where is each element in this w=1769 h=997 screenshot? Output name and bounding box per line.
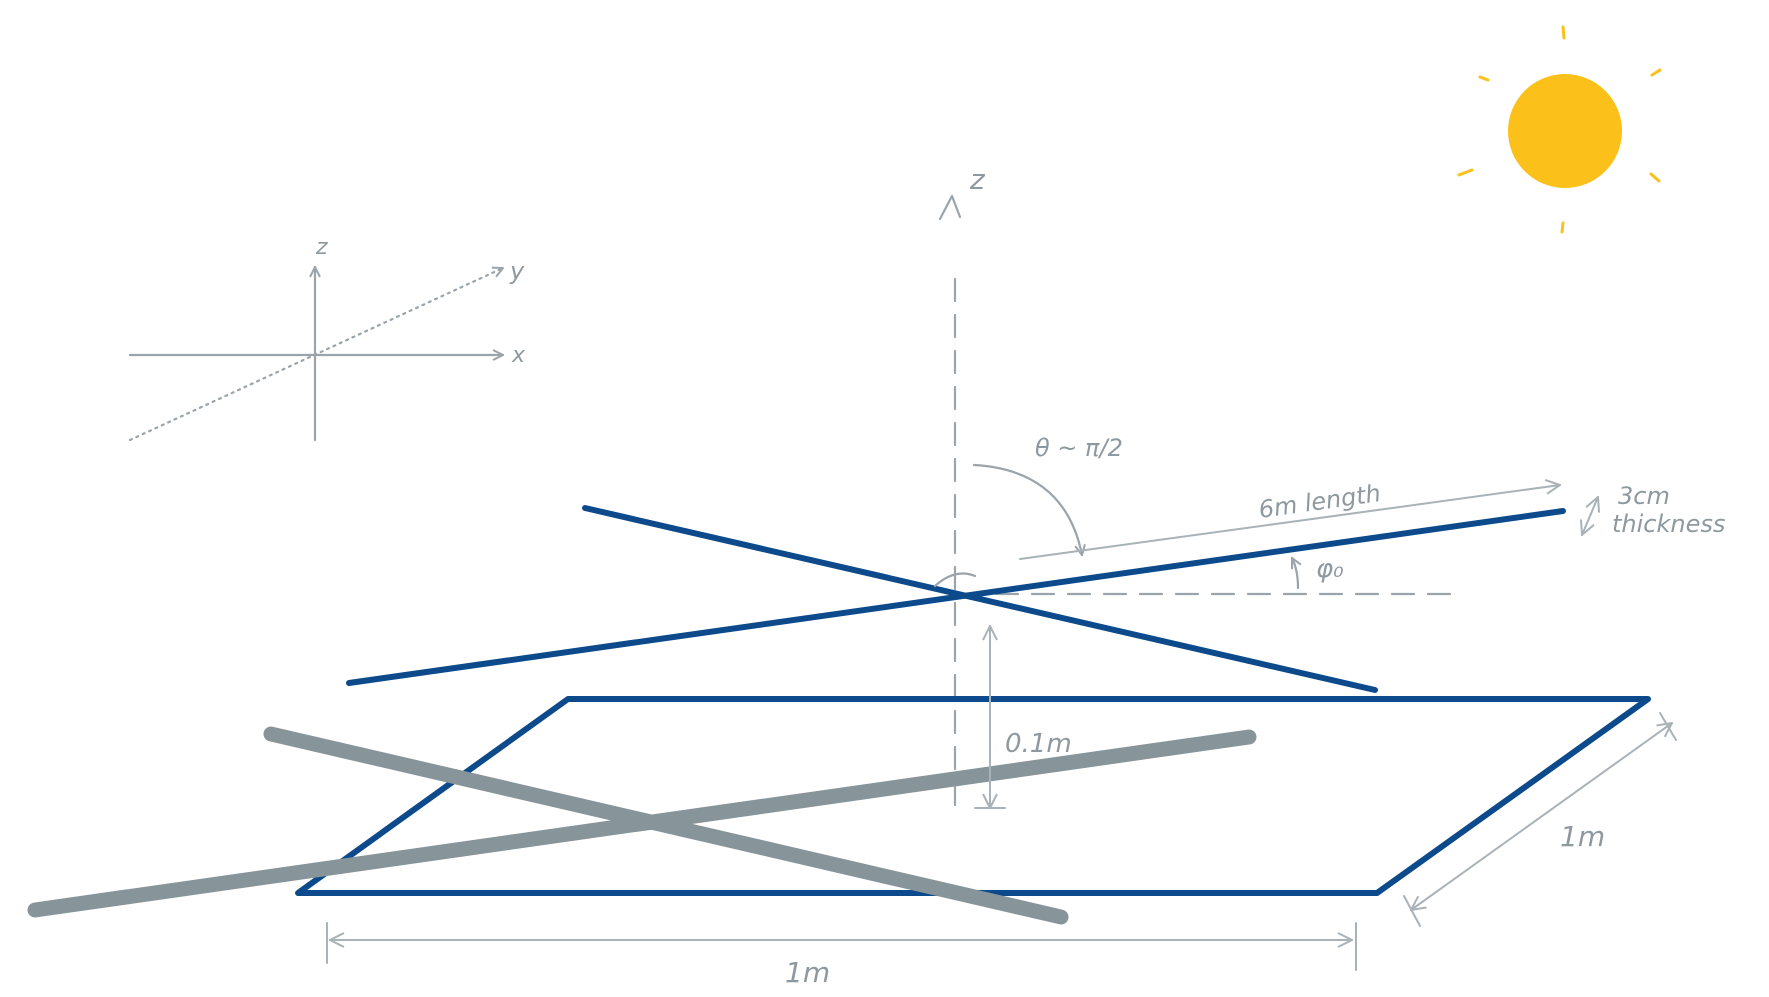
thickness-value-label: 3cm xyxy=(1618,482,1670,510)
depth-label: 1m xyxy=(1560,820,1605,853)
thickness-dimension-line xyxy=(1582,497,1598,535)
height-label: 0.1m xyxy=(1005,729,1072,759)
sun-ray xyxy=(1459,170,1472,175)
theta-arc xyxy=(974,465,1082,555)
depth-dimension-line xyxy=(1411,723,1672,910)
axes-y-label: y xyxy=(509,257,525,285)
main-z-label: z xyxy=(969,163,986,196)
theta-annotation: θ ~ π/2 xyxy=(974,434,1123,555)
sun-disc xyxy=(1508,74,1622,188)
main-z-arrowhead xyxy=(940,196,960,219)
axes-x-label: x xyxy=(511,343,526,368)
axes-z-label: z xyxy=(315,235,328,260)
main-z-axis: z xyxy=(940,163,986,805)
sun-ray xyxy=(1562,223,1563,232)
depth-tick-bottom xyxy=(1404,896,1420,926)
height-annotation: 0.1m xyxy=(975,626,1072,808)
sun-ray xyxy=(1480,77,1488,80)
phi-arrow xyxy=(1292,558,1298,588)
width-dimension: 1m xyxy=(327,923,1356,989)
reference-axes: z y x xyxy=(130,235,526,440)
phi-annotation: φ₀ xyxy=(1292,554,1344,588)
ground-panel-outline xyxy=(298,699,1648,893)
sun-ray xyxy=(1563,27,1564,38)
depth-dimension: 1m xyxy=(1404,713,1676,926)
sun-icon xyxy=(1459,27,1660,232)
sun-ray xyxy=(1651,174,1659,181)
theta-label: θ ~ π/2 xyxy=(1035,434,1123,462)
upper-bar-short xyxy=(585,508,1375,690)
thickness-annotation: 3cm thickness xyxy=(1582,482,1725,538)
thickness-word-label: thickness xyxy=(1612,510,1725,538)
lower-crossed-bars xyxy=(35,734,1249,917)
width-label: 1m xyxy=(785,956,830,989)
phi-label: φ₀ xyxy=(1316,554,1344,584)
sun-ray xyxy=(1652,70,1660,75)
